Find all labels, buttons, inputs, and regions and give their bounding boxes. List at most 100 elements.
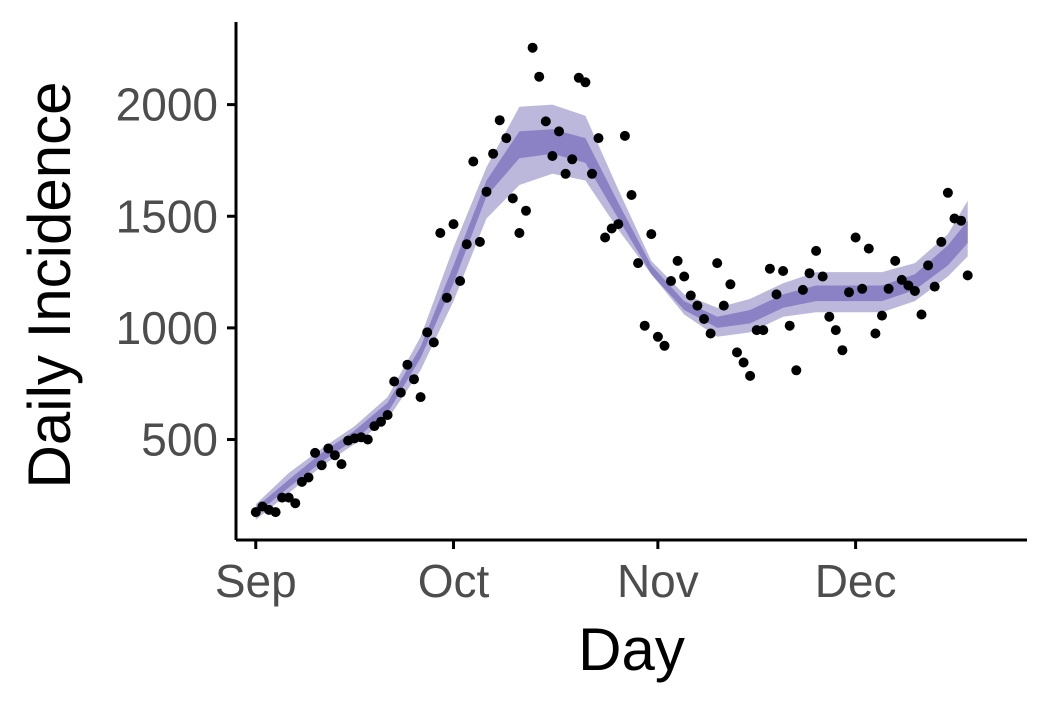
data-point: [619, 130, 630, 141]
y-axis-ticks: 500 1000 1500 2000: [116, 79, 236, 466]
data-point: [468, 156, 479, 167]
data-point: [527, 42, 538, 53]
data-point: [441, 292, 452, 303]
data-point: [896, 274, 907, 285]
data-point: [507, 193, 518, 204]
outer-credible-band: [255, 104, 968, 520]
data-point: [817, 271, 828, 282]
uncertainty-bands: [255, 104, 968, 520]
data-point: [956, 215, 967, 226]
y-tick-label: 2000: [116, 79, 218, 131]
data-point: [771, 289, 782, 300]
x-axis-ticks: Sep Oct Nov Dec: [215, 540, 897, 607]
data-point: [837, 345, 848, 356]
data-point: [389, 376, 400, 387]
data-point: [679, 271, 690, 282]
data-point: [488, 148, 499, 159]
data-point: [732, 347, 742, 358]
x-tick-label: Sep: [215, 555, 297, 607]
data-point: [890, 255, 901, 266]
data-point: [685, 290, 696, 301]
data-point: [481, 186, 492, 197]
data-point: [402, 359, 413, 370]
data-point: [962, 270, 973, 281]
data-point: [652, 331, 663, 342]
data-point: [857, 283, 868, 294]
y-tick-label: 1500: [116, 190, 218, 242]
data-point: [580, 77, 591, 88]
x-axis-title: Day: [578, 616, 685, 683]
data-point: [936, 236, 947, 247]
data-point: [877, 310, 887, 321]
data-point: [705, 328, 716, 339]
data-point: [534, 71, 545, 82]
data-point: [303, 472, 314, 483]
data-point: [692, 300, 703, 311]
data-point: [336, 459, 347, 470]
data-point: [718, 300, 729, 311]
data-point: [929, 281, 940, 292]
data-point: [850, 232, 861, 243]
y-axis-title: Daily Incidence: [16, 82, 83, 489]
data-point: [593, 133, 604, 144]
data-point: [883, 283, 894, 294]
data-point: [422, 327, 433, 338]
data-point: [461, 239, 472, 250]
data-point: [567, 154, 578, 165]
data-point: [824, 311, 835, 322]
data-point: [633, 258, 644, 269]
axes: [234, 22, 1027, 542]
data-point: [547, 151, 558, 161]
data-point: [329, 450, 340, 461]
data-point: [784, 320, 795, 331]
data-point: [778, 266, 789, 276]
data-point: [362, 434, 373, 445]
data-point: [540, 116, 551, 127]
x-tick-label: Nov: [617, 555, 699, 607]
data-point: [758, 325, 769, 336]
inner-credible-band: [255, 129, 968, 515]
data-point: [554, 126, 564, 137]
data-point: [455, 276, 466, 286]
data-point: [587, 168, 597, 179]
data-point: [514, 228, 525, 238]
data-point: [501, 133, 512, 144]
data-point: [659, 340, 670, 351]
data-point: [811, 245, 822, 256]
data-point: [942, 187, 953, 198]
x-tick-label: Oct: [418, 555, 490, 607]
data-point: [666, 276, 676, 286]
data-point: [646, 229, 657, 240]
data-point: [844, 287, 854, 298]
data-point: [863, 243, 874, 254]
data-point: [725, 279, 736, 290]
data-point: [745, 370, 756, 381]
data-point: [626, 190, 637, 200]
x-tick-label: Dec: [815, 555, 897, 607]
data-point: [376, 416, 386, 427]
data-point: [448, 219, 459, 230]
data-point: [428, 337, 439, 348]
data-point: [791, 365, 802, 376]
data-point: [521, 205, 531, 216]
data-point: [435, 228, 446, 238]
data-point: [395, 387, 406, 398]
data-point: [764, 263, 775, 274]
data-point: [409, 374, 419, 385]
data-point: [909, 286, 920, 296]
data-point: [494, 115, 505, 126]
y-tick-label: 1000: [116, 302, 218, 354]
data-point: [323, 443, 334, 454]
observed-points: [250, 42, 973, 518]
data-point: [415, 392, 426, 403]
data-point: [560, 168, 571, 179]
data-point: [270, 507, 281, 518]
data-point: [916, 309, 927, 320]
data-point: [672, 255, 683, 266]
data-point: [290, 498, 301, 509]
data-point: [250, 507, 261, 518]
data-point: [870, 328, 881, 339]
data-point: [699, 314, 709, 324]
data-point: [804, 268, 815, 279]
